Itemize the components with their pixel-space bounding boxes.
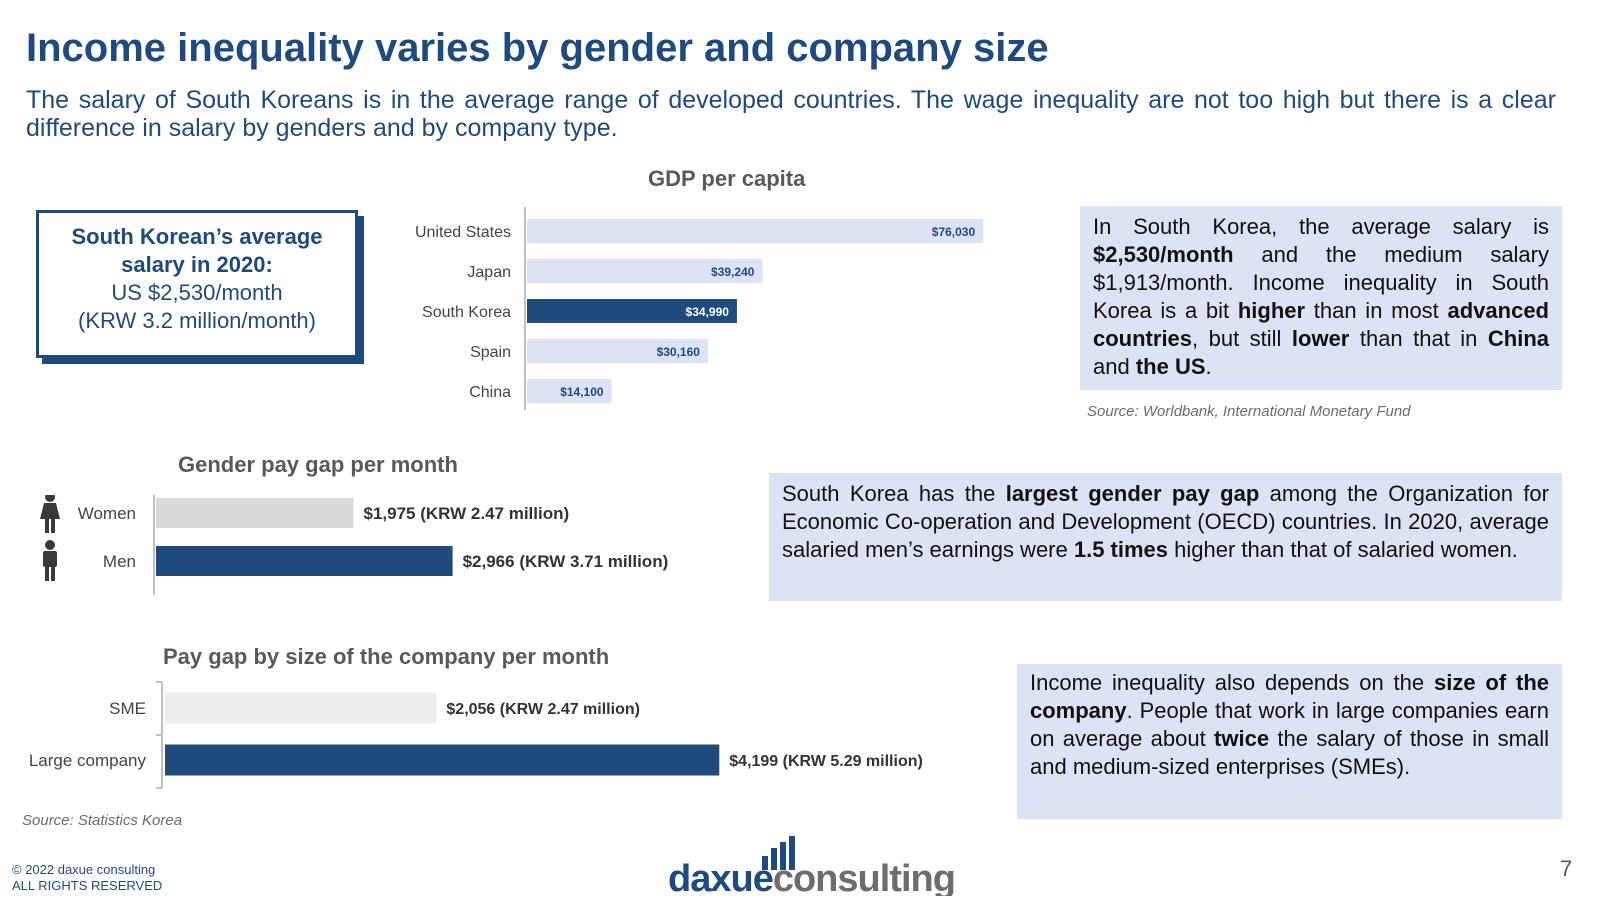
- gdp-value-label: $14,100: [560, 385, 604, 399]
- gdp-bar: [527, 299, 737, 323]
- icon-leg: [45, 567, 49, 581]
- gdp-note-text-2: and the medium salary $1,913/month. Inco…: [1093, 242, 1549, 323]
- gender-note-box: South Korea has the largest gender pay g…: [769, 473, 1562, 601]
- gdp-value-label: $30,160: [657, 345, 701, 359]
- gender-note-bold-1: largest gender pay gap: [1005, 481, 1260, 506]
- icon-leg: [51, 519, 55, 533]
- icon-body: [40, 503, 60, 519]
- company-bar: [165, 692, 437, 724]
- gdp-note-text-1: In South Korea, the average salary is: [1093, 214, 1549, 239]
- company-chart-title: Pay gap by size of the company per month: [163, 644, 610, 669]
- gdp-value-label: $76,030: [932, 225, 976, 239]
- gender-category-label: Men: [103, 552, 136, 571]
- company-note-text-1: Income inequality also depends on the: [1030, 670, 1434, 695]
- gdp-note-text-6: and: [1093, 354, 1136, 379]
- icon-leg: [45, 519, 49, 533]
- page-number: 7: [1560, 856, 1573, 881]
- salary-box-line-3: US $2,530/month: [111, 280, 283, 305]
- woman-icon: [40, 495, 60, 533]
- gdp-value-label: $39,240: [711, 265, 755, 279]
- gdp-note-bold-2: higher: [1237, 298, 1306, 323]
- average-salary-box: South Korean’s average salary in 2020: U…: [36, 210, 358, 358]
- salary-box-line-4: (KRW 3.2 million/month): [78, 308, 316, 333]
- gdp-note-bold-3: advanced countries: [1093, 298, 1549, 351]
- company-note-text-2: . People that work in large companies ea…: [1030, 698, 1549, 751]
- gdp-source: Source: Worldbank, International Monetar…: [1087, 403, 1411, 420]
- gdp-note-text-3: than in most: [1305, 298, 1448, 323]
- gdp-note-bold-4: lower: [1291, 326, 1350, 351]
- gender-note-text-2: among the Organization for Economic Co-o…: [782, 481, 1549, 562]
- gdp-category-label: South Korea: [422, 304, 511, 321]
- icon-head: [45, 495, 55, 502]
- gender-chart-title: Gender pay gap per month: [178, 452, 458, 477]
- gdp-note-box: In South Korea, the average salary is $2…: [1080, 206, 1562, 390]
- gender-bar: [156, 546, 453, 576]
- gdp-category-label: China: [469, 384, 511, 401]
- footer-copyright: © 2022 daxue consulting ALL RIGHTS RESER…: [12, 862, 162, 894]
- gender-value-label: $2,966 (KRW 3.71 million): [463, 552, 669, 571]
- gdp-per-capita-chart: United States $76,030 Japan $39,240 South Ko…: [415, 207, 984, 410]
- salary-box-line-1: South Korean’s average: [71, 224, 323, 249]
- gdp-bar: [527, 339, 708, 363]
- company-bar: [165, 744, 720, 776]
- page-subtitle: The salary of South Koreans is in the av…: [26, 86, 1556, 142]
- gdp-note-text-4: , but still: [1192, 326, 1292, 351]
- gdp-value-label: $34,990: [686, 305, 730, 319]
- gender-bar: [156, 498, 354, 528]
- gdp-note-bold-1: $2,530/month: [1093, 242, 1234, 267]
- copyright-text: © 2022 daxue consulting: [12, 862, 156, 877]
- company-category-label: Large company: [29, 751, 147, 770]
- man-icon: [43, 540, 57, 581]
- daxue-logo: daxueconsulting: [668, 836, 956, 896]
- logo-wordmark: daxueconsulting: [668, 858, 955, 896]
- rights-text: ALL RIGHTS RESERVED: [12, 878, 163, 893]
- gender-note-bold-2: 1.5 times: [1073, 537, 1169, 562]
- gender-note-text-3: higher than that of salaried women.: [1168, 537, 1518, 562]
- company-note-bold-1: size of the company: [1030, 670, 1549, 723]
- company-note-box: Income inequality also depends on the si…: [1017, 664, 1562, 819]
- gdp-note-text-7: .: [1205, 354, 1212, 379]
- gdp-chart-title: GDP per capita: [648, 166, 806, 191]
- gdp-category-label: United States: [415, 224, 511, 241]
- gdp-note-bold-5: China: [1487, 326, 1549, 351]
- gdp-category-label: Japan: [467, 264, 511, 281]
- company-note-text-3: the salary of those in small and medium-…: [1030, 726, 1549, 779]
- icon-body: [43, 551, 57, 567]
- company-value-label: $2,056 (KRW 2.47 million): [446, 701, 640, 718]
- company-size-pay-gap-chart: SME $2,056 (KRW 2.47 million) Large compan…: [29, 681, 923, 789]
- icon-leg: [51, 567, 55, 581]
- icon-head: [45, 540, 55, 550]
- company-value-label: $4,199 (KRW 5.29 million): [729, 753, 923, 770]
- gender-note-text-1: South Korea has the: [782, 481, 1006, 506]
- gender-pay-gap-chart: Women $1,975 (KRW 2.47 million) Men $2,966 …: [40, 495, 669, 595]
- gender-value-label: $1,975 (KRW 2.47 million): [364, 504, 570, 523]
- statistics-source: Source: Statistics Korea: [22, 812, 183, 829]
- gdp-bar: [527, 259, 763, 283]
- company-category-label: SME: [109, 699, 146, 718]
- gdp-category-label: Spain: [470, 344, 511, 361]
- page-title: Income inequality varies by gender and c…: [26, 26, 1049, 70]
- gdp-note-bold-6: the US: [1135, 354, 1206, 379]
- gdp-bar: [527, 379, 612, 403]
- gdp-note-text-5: than that in: [1349, 326, 1488, 351]
- gdp-bar: [527, 219, 984, 243]
- gender-category-label: Women: [78, 504, 136, 523]
- salary-box-line-2: salary in 2020:: [121, 252, 273, 277]
- bar-chart-logo-icon: [762, 836, 795, 870]
- company-note-bold-2: twice: [1214, 726, 1270, 751]
